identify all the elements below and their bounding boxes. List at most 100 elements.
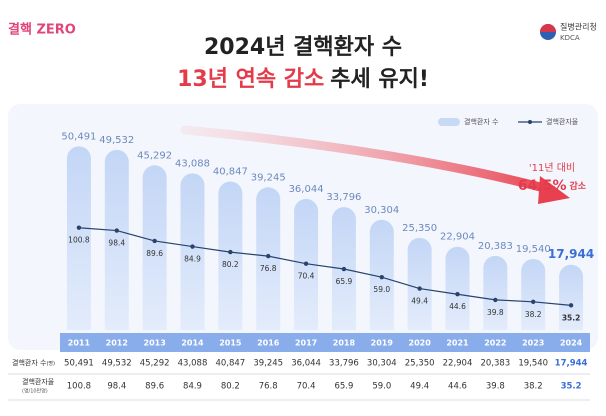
- rate-dot: [228, 249, 233, 255]
- annotation: 64.5% 감소: [518, 178, 587, 194]
- trend-arrow: [180, 125, 557, 195]
- bar-value-label: 20,383: [478, 241, 513, 252]
- x-tick-label: 2021: [446, 339, 469, 348]
- trend-arrowhead: [538, 176, 570, 204]
- subtitle-highlight: 13년 연속 감소: [177, 67, 324, 92]
- rate-value-label: 76.8: [260, 264, 277, 273]
- bar: [483, 255, 508, 330]
- rate-dot: [152, 238, 157, 244]
- bar-value-label: 39,245: [251, 172, 286, 183]
- agency-en: KDCA: [560, 34, 580, 42]
- bar-value-label: 19,540: [516, 244, 551, 255]
- x-tick-label: 2013: [144, 339, 166, 348]
- agency: 질병관리청: [560, 22, 597, 32]
- rate-dot: [341, 266, 347, 272]
- bar: [180, 173, 205, 330]
- table-cell: 22,904: [443, 359, 473, 369]
- rate-value-label: 89.6: [146, 249, 163, 258]
- table-cell: 76.8: [259, 382, 278, 392]
- rate-value-label: 59.0: [373, 285, 390, 294]
- legend-label: 결핵환자율: [546, 117, 579, 126]
- table-cell: 30,304: [367, 359, 397, 369]
- x-tick-label: 2012: [106, 339, 128, 348]
- subtitle: 13년 연속 감소 추세 유지!: [177, 67, 429, 92]
- bar-value-label: 45,292: [137, 150, 172, 161]
- x-tick-label: 2015: [219, 339, 242, 348]
- bar-value-label: 17,944: [548, 247, 594, 261]
- legend-dot: [528, 120, 532, 124]
- row-label: 결핵환자 수: [12, 358, 47, 367]
- table-cell: 33,796: [329, 359, 359, 369]
- rate-dot: [417, 286, 422, 291]
- table-cell: 50,491: [64, 359, 94, 369]
- rate-value-label: 100.8: [68, 236, 90, 245]
- table-cell: 19,540: [518, 359, 548, 369]
- x-tick-label: 2023: [522, 339, 544, 348]
- rate-value-label: 38.2: [525, 310, 542, 319]
- bar-value-label: 50,491: [61, 131, 96, 142]
- rate-value-label: 35.2: [562, 313, 581, 322]
- rate-dot: [379, 274, 384, 280]
- annotation: '11년 대비: [529, 162, 575, 174]
- bar-value-label: 49,532: [99, 135, 134, 146]
- bar: [369, 219, 394, 330]
- bar: [218, 181, 243, 330]
- table-cell: 80.2: [221, 382, 240, 392]
- table-cell: 45,292: [140, 359, 170, 369]
- rate-dot: [266, 253, 271, 259]
- bar: [256, 187, 281, 330]
- legend-bar-swatch: [438, 118, 460, 126]
- bar-value-label: 33,796: [326, 192, 361, 203]
- rate-value-label: 49.4: [411, 297, 428, 306]
- table-row-label: 결핵환자 수(명): [12, 358, 55, 367]
- bar-value-label: 40,847: [213, 166, 248, 177]
- rate-line: [78, 227, 572, 306]
- table-cell: 20,383: [480, 359, 510, 369]
- x-tick-label: 2016: [257, 339, 280, 348]
- rate-dot: [455, 292, 460, 297]
- table-cell: 40,847: [215, 359, 245, 369]
- table-cell: 70.4: [297, 382, 316, 392]
- bar-value-label: 25,350: [402, 223, 437, 234]
- table-cell: 43,088: [178, 359, 208, 369]
- table-row-unit: (명/10만명): [22, 388, 48, 395]
- x-tick-label: 2018: [333, 339, 356, 348]
- x-tick-label: 2020: [409, 339, 432, 348]
- table-cell: 38.2: [524, 382, 543, 392]
- table-cell: 39.8: [486, 382, 505, 392]
- rate-dot: [493, 297, 498, 303]
- rate-value-label: 98.4: [108, 239, 125, 248]
- bar-value-label: 22,904: [440, 232, 475, 243]
- rate-value-label: 80.2: [222, 260, 239, 269]
- bar-value-label: 30,304: [364, 205, 399, 216]
- table-cell: 44.6: [448, 382, 467, 392]
- bar: [521, 258, 546, 330]
- table-row-label: 결핵환자율: [22, 377, 55, 386]
- x-tick-label: 2022: [484, 339, 506, 348]
- table-cell: 49.4: [410, 382, 429, 392]
- rate-value-label: 65.9: [336, 277, 353, 286]
- bar: [66, 146, 91, 330]
- logo: 결핵 ZERO: [8, 22, 76, 38]
- subtitle-rest: 추세 유지!: [330, 67, 429, 92]
- table-cell: 98.4: [107, 382, 126, 392]
- annotation-pct: 64.5%: [518, 178, 567, 194]
- bar: [559, 264, 584, 330]
- rate-value-label: 70.4: [298, 272, 315, 281]
- table-cell: 65.9: [334, 382, 353, 392]
- bar: [104, 149, 129, 330]
- x-tick-label: 2019: [371, 339, 394, 348]
- title: 2024년 결핵환자 수: [204, 35, 402, 60]
- x-tick-label: 2011: [68, 339, 91, 348]
- annotation-rest: 감소: [570, 180, 587, 192]
- bar-value-label: 43,088: [175, 158, 210, 169]
- table-cell: 59.0: [372, 382, 391, 392]
- table-cell: 17,944: [555, 359, 588, 369]
- table-cell: 100.8: [67, 382, 91, 392]
- row-unit: (명): [46, 360, 55, 367]
- bar-value-label: 36,044: [289, 184, 324, 195]
- legend-label: 결핵환자 수: [464, 117, 499, 126]
- x-tick-label: 2024: [560, 339, 583, 348]
- rate-dot: [190, 244, 195, 249]
- agency-emblem-top: [540, 24, 556, 32]
